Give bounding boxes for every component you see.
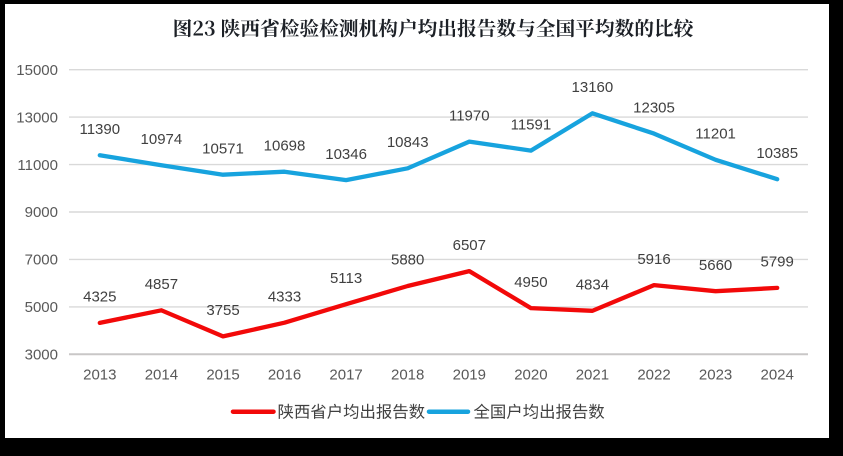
svg-text:9000: 9000 [25, 204, 58, 221]
svg-text:2014: 2014 [145, 367, 178, 384]
svg-text:3755: 3755 [206, 302, 239, 319]
svg-text:5916: 5916 [637, 251, 670, 268]
svg-text:10571: 10571 [202, 140, 244, 157]
svg-text:10974: 10974 [141, 131, 183, 148]
svg-text:2019: 2019 [453, 367, 486, 384]
svg-text:11591: 11591 [511, 116, 552, 133]
svg-text:11390: 11390 [79, 121, 120, 138]
svg-text:2017: 2017 [329, 367, 362, 384]
svg-text:13000: 13000 [16, 109, 58, 126]
svg-text:2016: 2016 [268, 367, 301, 384]
svg-text:12305: 12305 [633, 99, 675, 116]
svg-text:2020: 2020 [514, 367, 547, 384]
svg-text:2022: 2022 [637, 367, 670, 384]
svg-text:15000: 15000 [16, 62, 58, 79]
svg-text:10346: 10346 [325, 146, 367, 163]
svg-text:4857: 4857 [145, 276, 178, 293]
svg-text:5799: 5799 [761, 254, 794, 271]
svg-text:2018: 2018 [391, 367, 424, 384]
svg-text:3000: 3000 [25, 347, 58, 364]
svg-text:4950: 4950 [514, 274, 547, 291]
svg-text:11201: 11201 [695, 126, 736, 143]
svg-text:2021: 2021 [576, 367, 609, 384]
svg-text:5113: 5113 [330, 270, 362, 287]
svg-text:11000: 11000 [17, 157, 58, 174]
svg-text:4834: 4834 [576, 277, 609, 294]
svg-text:2013: 2013 [83, 367, 116, 384]
svg-text:7000: 7000 [25, 252, 58, 269]
svg-text:5880: 5880 [391, 252, 424, 269]
svg-text:4333: 4333 [268, 288, 301, 305]
svg-text:2015: 2015 [206, 367, 239, 384]
svg-text:10698: 10698 [264, 137, 306, 154]
svg-text:10843: 10843 [387, 134, 429, 151]
svg-text:11970: 11970 [449, 107, 490, 124]
svg-text:5000: 5000 [25, 299, 58, 316]
svg-text:4325: 4325 [83, 289, 116, 306]
svg-text:10385: 10385 [756, 145, 798, 162]
svg-text:2023: 2023 [699, 367, 732, 384]
svg-text:13160: 13160 [572, 79, 614, 96]
svg-text:6507: 6507 [453, 237, 486, 254]
svg-text:5660: 5660 [699, 257, 732, 274]
svg-text:2024: 2024 [761, 367, 794, 384]
